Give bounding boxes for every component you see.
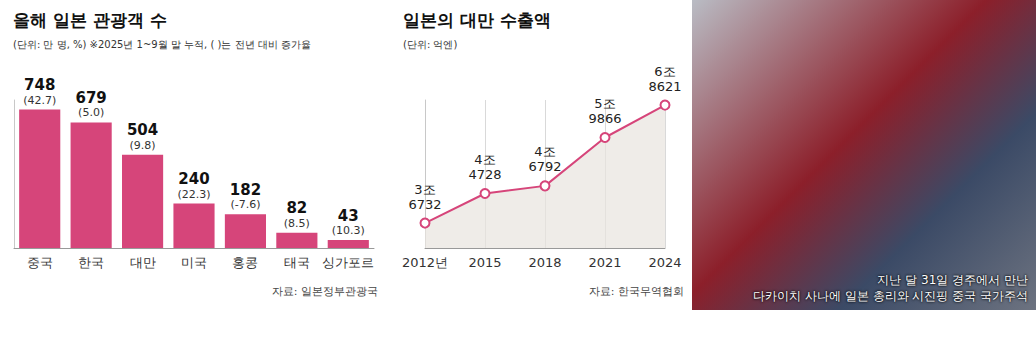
html-text:지난 달 31일 경주에서 만난: 지난 달 31일 경주에서 만난 xyxy=(877,273,1028,287)
svg-text:한국: 한국 xyxy=(78,255,104,270)
svg-text:자료: 일본정부관광국: 자료: 일본정부관광국 xyxy=(272,285,378,298)
svg-text:4728: 4728 xyxy=(468,167,501,182)
svg-text:4조: 4조 xyxy=(474,152,495,167)
html-text:다카이치 사나에 일본 총리와 시진핑 중국 국가주석: 다카이치 사나에 일본 총리와 시진핑 중국 국가주석 xyxy=(753,289,1028,303)
svg-text:43: 43 xyxy=(338,207,359,225)
svg-text:82: 82 xyxy=(286,199,307,217)
svg-text:504: 504 xyxy=(127,121,158,139)
svg-text:(단위: 억엔): (단위: 억엔) xyxy=(403,39,457,50)
svg-text:(8.5): (8.5) xyxy=(284,217,310,230)
svg-text:올해 일본 관광객 수: 올해 일본 관광객 수 xyxy=(13,10,167,30)
svg-text:자료: 한국무역협회: 자료: 한국무역협회 xyxy=(589,285,684,298)
svg-text:2021: 2021 xyxy=(588,255,621,270)
svg-text:182: 182 xyxy=(230,181,261,199)
svg-text:8621: 8621 xyxy=(648,79,681,94)
svg-text:(5.0): (5.0) xyxy=(78,106,104,119)
svg-text:6조: 6조 xyxy=(654,64,675,79)
svg-text:6792: 6792 xyxy=(528,159,561,174)
svg-text:일본의 대만 수출액: 일본의 대만 수출액 xyxy=(403,10,551,30)
svg-text:(10.3): (10.3) xyxy=(332,224,365,237)
svg-text:748: 748 xyxy=(24,76,55,94)
svg-text:(42.7): (42.7) xyxy=(23,94,56,107)
svg-text:미국: 미국 xyxy=(181,255,207,270)
svg-text:(9.8): (9.8) xyxy=(130,139,156,152)
svg-text:태국: 태국 xyxy=(284,255,310,270)
svg-text:240: 240 xyxy=(178,170,209,188)
svg-text:3조: 3조 xyxy=(414,182,435,197)
svg-text:2012년: 2012년 xyxy=(402,255,448,270)
svg-text:(-7.6): (-7.6) xyxy=(230,198,260,211)
svg-text:홍콩: 홍콩 xyxy=(232,255,258,270)
svg-text:6732: 6732 xyxy=(408,197,441,212)
svg-text:679: 679 xyxy=(75,89,106,107)
svg-text:중국: 중국 xyxy=(27,255,53,270)
svg-text:9866: 9866 xyxy=(588,111,621,126)
svg-text:(단위: 만 명, %) ※2025년 1~9월 말 누적,: (단위: 만 명, %) ※2025년 1~9월 말 누적, ( )는 전년 대… xyxy=(13,39,311,50)
svg-text:2018: 2018 xyxy=(528,255,561,270)
svg-text:4조: 4조 xyxy=(534,144,555,159)
svg-text:(22.3): (22.3) xyxy=(177,188,210,201)
svg-text:2015: 2015 xyxy=(468,255,501,270)
svg-text:싱가포르: 싱가포르 xyxy=(322,255,374,270)
svg-text:2024: 2024 xyxy=(648,255,681,270)
svg-text:대만: 대만 xyxy=(130,255,156,270)
svg-text:5조: 5조 xyxy=(594,96,615,111)
